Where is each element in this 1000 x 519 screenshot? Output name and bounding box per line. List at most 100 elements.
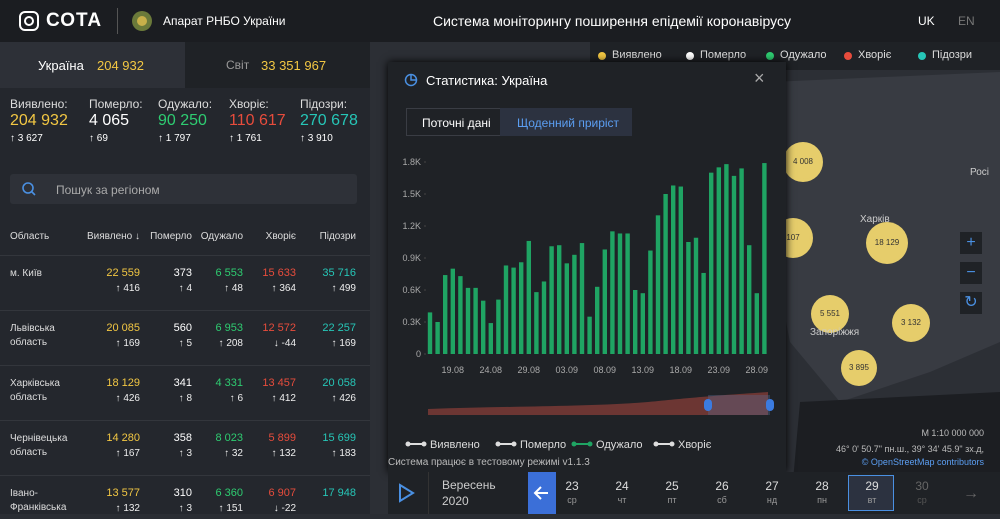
row-line (0, 420, 370, 421)
cell-value: 14 280 (106, 432, 140, 444)
day: 27 (765, 479, 779, 493)
stat-label: Одужало: (158, 97, 213, 111)
column-header: Померло (150, 231, 192, 242)
stat-label: Хворіє: (229, 97, 269, 111)
cell-value: 6 953 (215, 322, 243, 334)
zoom[interactable]: − (960, 262, 982, 284)
cell-delta: 5 (179, 338, 192, 349)
legend-item: Одужало (780, 49, 827, 61)
cluster-label: 18 129 (874, 238, 900, 247)
cell-value: 15 633 (262, 267, 296, 279)
bar (655, 215, 661, 354)
next[interactable]: → (963, 485, 979, 502)
cell-delta: 32 (224, 448, 243, 459)
divider (117, 8, 118, 34)
day: 23 (565, 479, 579, 493)
weekday: ср (567, 495, 577, 505)
pie-icon (404, 73, 418, 87)
bar (458, 276, 463, 354)
legend-dot (653, 441, 659, 447)
bar (503, 265, 509, 354)
row-line (0, 365, 370, 366)
day-selected (848, 475, 894, 511)
legend-dot (918, 52, 926, 60)
day: 26 (715, 479, 729, 493)
weekday: пт (667, 495, 677, 505)
x-tick-label: 13.09 (632, 365, 655, 375)
cell-delta: 169 (116, 338, 140, 349)
tab-active[interactable] (500, 108, 632, 136)
region: Харківська область (10, 378, 60, 403)
cell-value: 15 699 (322, 432, 356, 444)
y-tick-label: 0.9K (402, 253, 421, 263)
close[interactable]: × (754, 68, 765, 88)
cell-value: 6 360 (215, 487, 243, 499)
tab[interactable] (0, 42, 185, 88)
legend-dot (571, 441, 577, 447)
tab-label: Світ (226, 58, 250, 72)
bar (511, 267, 516, 354)
stat-label: Підозри: (300, 97, 348, 111)
zoom[interactable]: + (960, 232, 982, 254)
cell-value: 13 577 (106, 487, 140, 499)
stat-label: Померло: (89, 97, 143, 111)
play[interactable] (396, 483, 416, 503)
x-tick-label: 29.08 (518, 365, 541, 375)
bar (610, 231, 615, 354)
bar (450, 268, 455, 354)
weekday: вт (867, 495, 877, 505)
tab[interactable]: Щоденний приріст (517, 116, 620, 130)
lang[interactable]: UK (918, 14, 935, 28)
bar (617, 233, 623, 354)
emblem (132, 11, 152, 31)
search[interactable]: Пошук за регіоном (10, 174, 357, 204)
cell-value: 310 (173, 487, 192, 499)
x-tick-label: 24.08 (480, 365, 503, 375)
tab[interactable] (185, 42, 370, 88)
weekday: ср (917, 495, 927, 505)
y-tick-label: 0.6K (402, 285, 421, 295)
weekday: пн (817, 495, 827, 505)
tab-value: 33 351 967 (261, 58, 327, 73)
place: Запоріжжя (810, 327, 860, 338)
cell-value: 8 023 (215, 432, 243, 444)
weekday: сб (717, 495, 727, 505)
prev[interactable] (528, 472, 556, 514)
bar (549, 246, 554, 354)
bar (602, 249, 607, 354)
coords: 46° 0' 50.7" пн.ш., 39° 34' 45.9" зх.д, (835, 444, 984, 454)
legend-item: Померло (520, 439, 566, 451)
month[interactable]: Вересень (442, 478, 496, 492)
side-panel: Україна 204 932 Світ 33 351 967 Пошук за… (0, 42, 370, 514)
year: 2020 (442, 494, 469, 508)
cluster (841, 350, 877, 386)
zoom[interactable]: ↻ (960, 292, 982, 314)
cell-value: 35 716 (322, 267, 356, 279)
lang[interactable]: EN (958, 14, 975, 28)
footer-note: Система працює в тестовому режимі v1.1.3 (388, 457, 590, 468)
bar (473, 287, 478, 354)
bar (686, 242, 691, 354)
cell-value: 560 (173, 322, 192, 334)
tab-label: Україна (38, 58, 84, 73)
cell-delta: -44 (274, 338, 296, 349)
stat-label: Виявлено: (10, 97, 68, 111)
cell-value: 18 129 (106, 377, 140, 389)
legend-dot (511, 441, 517, 447)
cell-delta: 132 (116, 503, 140, 514)
weekday: нд (766, 495, 778, 505)
cluster-label: 107 (786, 233, 800, 242)
y-tick-label: 1.8K (402, 157, 421, 167)
stat-delta: 3 627 (10, 133, 43, 144)
cell-value: 20 058 (322, 377, 356, 389)
cell-value: 341 (173, 377, 192, 389)
stat-delta: 1 797 (158, 133, 191, 144)
tab[interactable]: Поточні дані (422, 116, 491, 130)
bar (572, 254, 577, 354)
y-tick-label: 1.2K (402, 221, 421, 231)
legend-item: Одужало (596, 439, 643, 451)
place: Харків (860, 214, 890, 225)
bar (693, 237, 699, 354)
bar (701, 272, 706, 354)
stat-value: 204 932 (10, 112, 68, 129)
